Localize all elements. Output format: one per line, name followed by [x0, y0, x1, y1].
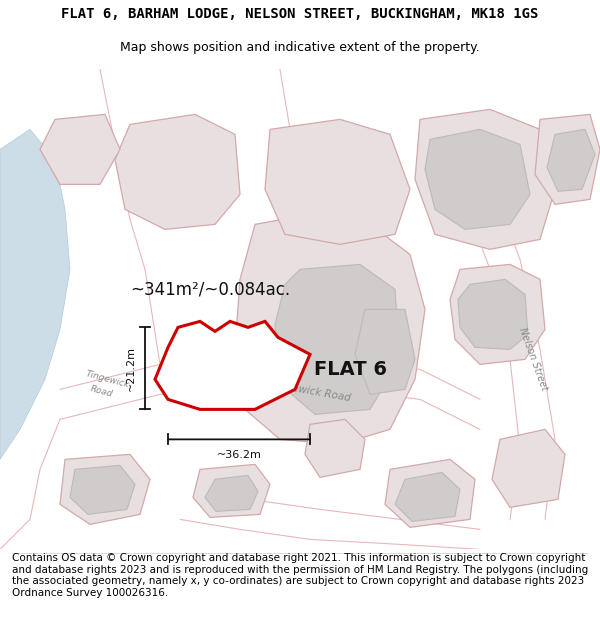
Polygon shape — [547, 129, 595, 191]
Polygon shape — [115, 114, 240, 229]
Polygon shape — [60, 454, 150, 524]
Polygon shape — [458, 279, 528, 349]
Polygon shape — [193, 464, 270, 518]
Polygon shape — [425, 129, 530, 229]
Text: Tingewick Road: Tingewick Road — [269, 379, 351, 403]
Polygon shape — [305, 419, 365, 478]
Text: ~341m²/~0.084ac.: ~341m²/~0.084ac. — [130, 281, 290, 298]
Text: FLAT 6: FLAT 6 — [314, 360, 386, 379]
Text: Map shows position and indicative extent of the property.: Map shows position and indicative extent… — [120, 41, 480, 54]
Text: Road: Road — [90, 384, 114, 399]
Text: Contains OS data © Crown copyright and database right 2021. This information is : Contains OS data © Crown copyright and d… — [12, 553, 588, 598]
Polygon shape — [205, 476, 258, 511]
Polygon shape — [535, 114, 600, 204]
Polygon shape — [450, 264, 545, 364]
Text: Tingewick: Tingewick — [85, 369, 131, 389]
Polygon shape — [155, 321, 310, 409]
Polygon shape — [395, 472, 460, 521]
Text: FLAT 6, BARHAM LODGE, NELSON STREET, BUCKINGHAM, MK18 1GS: FLAT 6, BARHAM LODGE, NELSON STREET, BUC… — [61, 8, 539, 21]
Text: Nelson Street: Nelson Street — [517, 326, 549, 392]
Polygon shape — [265, 119, 410, 244]
Polygon shape — [235, 214, 425, 444]
Polygon shape — [492, 429, 565, 508]
Polygon shape — [385, 459, 475, 528]
Polygon shape — [415, 109, 555, 249]
Polygon shape — [0, 129, 70, 459]
Polygon shape — [275, 264, 400, 414]
Text: ~36.2m: ~36.2m — [217, 451, 262, 461]
Polygon shape — [70, 466, 135, 514]
Polygon shape — [40, 114, 120, 184]
Text: ~21.2m: ~21.2m — [126, 346, 136, 391]
Polygon shape — [355, 309, 415, 394]
